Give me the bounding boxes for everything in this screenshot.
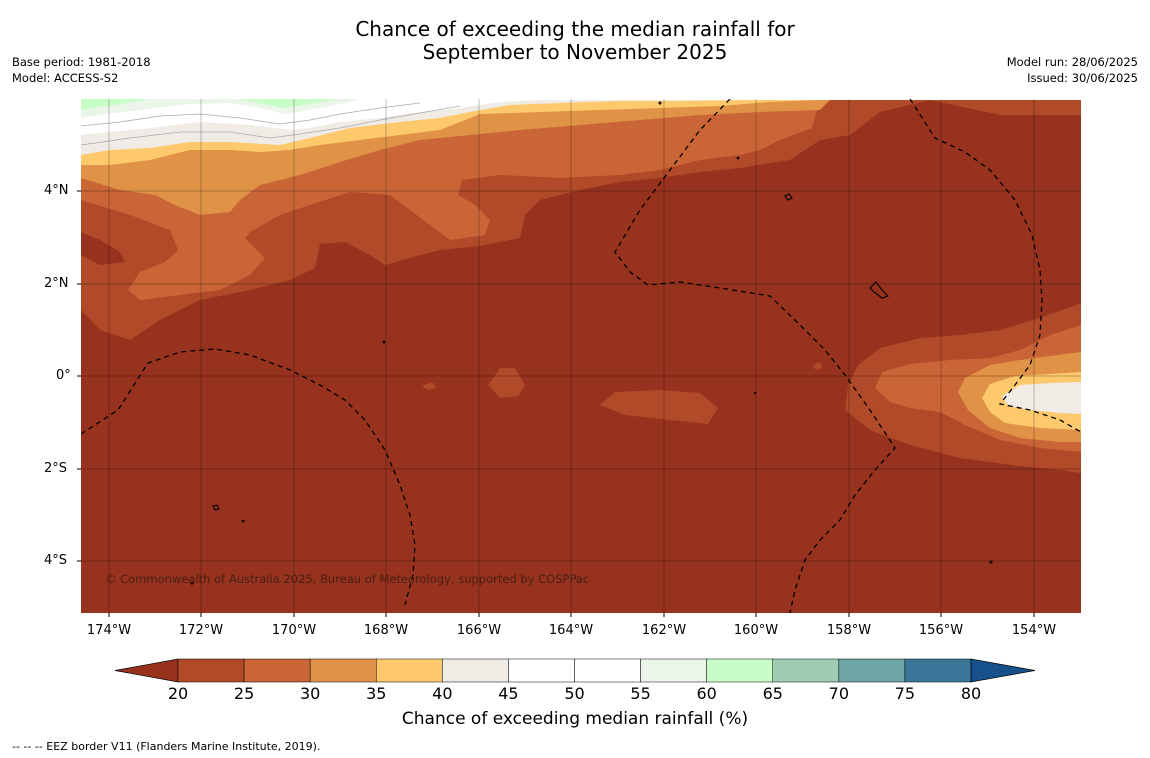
model-run-text: Model run: 28/06/2025	[1006, 55, 1138, 69]
gridlines	[81, 99, 1081, 613]
map-area	[81, 99, 1081, 613]
lon-label-158w: 158°W	[826, 623, 872, 638]
lon-label-172w: 172°W	[178, 623, 224, 638]
island-9	[382, 340, 386, 344]
colorbar-segment	[574, 658, 641, 683]
colorbar-segment	[706, 658, 774, 683]
title-line-1: Chance of exceeding the median rainfall …	[355, 17, 795, 41]
colorbar-tick-label: 55	[630, 684, 651, 703]
lon-label-156w: 156°W	[918, 623, 964, 638]
island-10	[753, 391, 757, 395]
colorbar-segment	[309, 658, 377, 683]
contour-45-55-north	[81, 99, 1081, 135]
island-3	[212, 504, 220, 511]
colorbar-tick-label: 45	[498, 684, 519, 703]
colorbar-tick-label: 40	[432, 684, 453, 703]
lon-label-168w: 168°W	[363, 623, 409, 638]
eez-borders	[81, 99, 1081, 613]
colorbar-segment	[640, 658, 707, 683]
meta-right: Model run: 28/06/2025 Issued: 30/06/2025	[1007, 54, 1138, 86]
colorbar-tick-label: 60	[696, 684, 717, 703]
colorbar-segment	[508, 658, 575, 683]
island-4	[241, 519, 245, 523]
colorbar-extend-low	[114, 658, 179, 683]
island-8	[736, 156, 740, 160]
copyright-text: © Commonwealth of Australia 2025, Bureau…	[105, 572, 590, 586]
colorbar-tick-label: 70	[828, 684, 849, 703]
island-2	[869, 281, 890, 299]
islands	[190, 101, 993, 585]
eez-border-east	[909, 99, 1081, 433]
colorbar	[114, 658, 1036, 683]
colorbar-tick-label: 80	[960, 684, 982, 703]
lat-label-4n: 4°N	[44, 183, 69, 198]
colorbar-tick-label: 25	[233, 684, 255, 703]
lat-label-2s: 2°S	[44, 461, 68, 476]
colorbar-tick-label: 35	[366, 684, 387, 703]
contour-60-65-north-2	[240, 99, 340, 108]
contour-patch-3	[422, 382, 437, 390]
colorbar-extend-high	[970, 658, 1036, 683]
island-1	[784, 193, 793, 201]
base-period-text: Base period: 1981-2018	[12, 55, 151, 69]
island-5	[190, 581, 194, 585]
contour-patch-1	[488, 368, 525, 398]
contour-20-25-west-lobe	[81, 232, 125, 265]
lon-label-154w: 154°W	[1011, 623, 1057, 638]
lon-label-162w: 162°W	[641, 623, 687, 638]
meta-left: Base period: 1981-2018 Model: ACCESS-S2	[12, 54, 151, 86]
axis-ticks	[77, 190, 1035, 617]
lat-label-0: 0°	[56, 368, 71, 383]
colorbar-tick-label: 50	[564, 684, 585, 703]
colorbar-label: Chance of exceeding median rainfall (%)	[401, 709, 749, 729]
eez-border-west	[81, 348, 416, 606]
colorbar-tick-label: 65	[762, 684, 783, 703]
title-line-2: September to November 2025	[422, 40, 728, 64]
colorbar-segment	[243, 658, 311, 683]
contour-line-north-1	[81, 102, 421, 127]
contour-line-north-2	[81, 105, 461, 146]
lon-label-170w: 170°W	[271, 623, 317, 638]
lon-label-166w: 166°W	[456, 623, 502, 638]
contour-patch-4	[813, 362, 822, 370]
colorbar-tick-label: 20	[167, 684, 189, 703]
model-text: Model: ACCESS-S2	[12, 71, 119, 85]
contour-40-45-east	[1002, 382, 1081, 414]
eez-footnote: -- -- -- EEZ border V11 (Flanders Marine…	[12, 740, 321, 753]
colorbar-segment	[904, 658, 972, 683]
issued-text: Issued: 30/06/2025	[1027, 71, 1138, 85]
lon-label-164w: 164°W	[548, 623, 594, 638]
contour-60-65-north	[81, 99, 150, 110]
colorbar-segment	[442, 658, 509, 683]
colorbar-segment	[376, 658, 443, 683]
map-title: Chance of exceeding the median rainfall …	[0, 18, 1150, 64]
lat-label-2n: 2°N	[44, 276, 69, 291]
island-6	[989, 560, 993, 564]
colorbar-segment	[838, 658, 906, 683]
lon-label-174w: 174°W	[86, 623, 132, 638]
contour-patch-2	[600, 390, 718, 424]
colorbar-segment	[177, 658, 245, 683]
colorbar-segment	[772, 658, 840, 683]
colorbar-tick-label: 75	[894, 684, 916, 703]
lon-label-160w: 160°W	[733, 623, 779, 638]
colorbar-tick-label: 30	[299, 684, 321, 703]
island-7	[658, 101, 662, 105]
lat-label-4s: 4°S	[44, 553, 68, 568]
